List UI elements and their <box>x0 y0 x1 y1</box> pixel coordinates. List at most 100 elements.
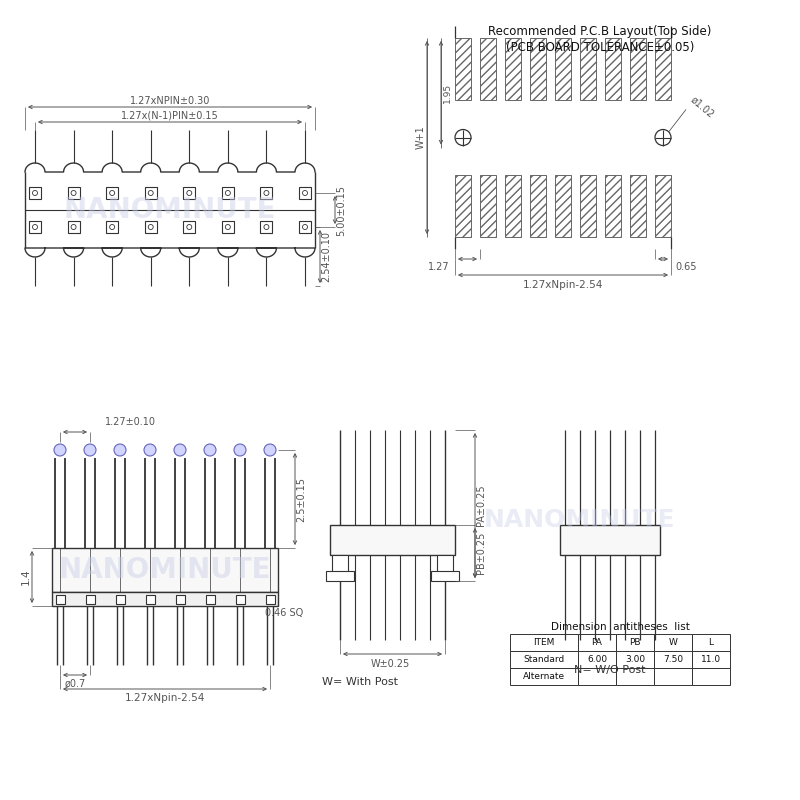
Bar <box>326 571 354 581</box>
Circle shape <box>71 190 76 195</box>
Text: L: L <box>709 638 714 647</box>
Text: Alternate: Alternate <box>523 672 565 681</box>
Text: PA±0.25: PA±0.25 <box>476 485 486 526</box>
Circle shape <box>148 190 154 195</box>
Bar <box>560 525 660 555</box>
Bar <box>299 221 311 233</box>
Circle shape <box>33 190 38 195</box>
Text: 1.27xNpin-2.54: 1.27xNpin-2.54 <box>125 693 205 703</box>
Bar <box>480 175 496 237</box>
Bar <box>455 175 471 237</box>
Bar <box>510 668 578 685</box>
Bar <box>578 634 616 651</box>
Bar <box>86 594 94 603</box>
Bar <box>505 38 521 100</box>
Bar <box>266 594 274 603</box>
Bar <box>580 38 596 100</box>
Bar <box>299 187 311 199</box>
Circle shape <box>226 190 230 195</box>
Circle shape <box>71 225 76 230</box>
Circle shape <box>114 444 126 456</box>
Bar <box>222 221 234 233</box>
Circle shape <box>144 444 156 456</box>
Bar <box>106 221 118 233</box>
Text: Dimension  antitheses  list: Dimension antitheses list <box>550 622 690 632</box>
Text: Standard: Standard <box>523 655 565 664</box>
Text: (PCB BOARD TOLERANCE±0.05): (PCB BOARD TOLERANCE±0.05) <box>506 42 694 54</box>
Text: NANOMINUTE: NANOMINUTE <box>484 508 676 532</box>
Bar <box>630 38 646 100</box>
Bar <box>146 594 154 603</box>
Circle shape <box>148 225 154 230</box>
Circle shape <box>54 444 66 456</box>
Bar <box>616 634 654 651</box>
Bar <box>145 187 157 199</box>
Bar <box>654 634 692 651</box>
Bar <box>578 651 616 668</box>
Bar <box>692 634 730 651</box>
Bar <box>654 668 692 685</box>
Circle shape <box>226 225 230 230</box>
Bar <box>692 651 730 668</box>
Circle shape <box>302 225 307 230</box>
Bar <box>605 38 621 100</box>
Circle shape <box>186 190 192 195</box>
Text: PA: PA <box>591 638 602 647</box>
Text: W+1: W+1 <box>416 126 426 150</box>
Text: 2.54±0.10: 2.54±0.10 <box>321 231 331 282</box>
Text: 1.27: 1.27 <box>428 262 450 272</box>
Bar <box>616 651 654 668</box>
Text: 1.4: 1.4 <box>21 569 31 586</box>
Bar <box>330 525 455 555</box>
Circle shape <box>455 130 471 146</box>
Text: 0.65: 0.65 <box>675 262 697 272</box>
Circle shape <box>234 444 246 456</box>
Text: 1.27xNPIN±0.30: 1.27xNPIN±0.30 <box>130 96 210 106</box>
Text: W: W <box>669 638 678 647</box>
Bar <box>616 668 654 685</box>
Bar <box>67 221 79 233</box>
Circle shape <box>204 444 216 456</box>
Text: 1.95: 1.95 <box>442 82 451 103</box>
Bar <box>183 221 195 233</box>
Bar <box>261 221 273 233</box>
Text: 11.0: 11.0 <box>701 655 721 664</box>
Bar <box>555 175 571 237</box>
Text: 1.27xNpin-2.54: 1.27xNpin-2.54 <box>523 280 603 290</box>
Bar <box>455 38 471 100</box>
Bar <box>206 594 214 603</box>
Bar <box>222 187 234 199</box>
Circle shape <box>186 225 192 230</box>
Text: 1.27x(N-1)PIN±0.15: 1.27x(N-1)PIN±0.15 <box>121 111 219 121</box>
Bar <box>654 651 692 668</box>
Text: 7.50: 7.50 <box>663 655 683 664</box>
Text: NANOMINUTE: NANOMINUTE <box>64 196 276 224</box>
Bar <box>29 221 41 233</box>
Bar <box>431 571 459 581</box>
Bar <box>692 668 730 685</box>
Text: 2.5±0.15: 2.5±0.15 <box>296 477 306 522</box>
Bar <box>183 187 195 199</box>
Text: Recommended P.C.B Layout(Top Side): Recommended P.C.B Layout(Top Side) <box>488 26 712 38</box>
Text: N= W/O Post: N= W/O Post <box>574 665 646 675</box>
Bar <box>437 555 453 573</box>
Bar <box>115 594 125 603</box>
Circle shape <box>655 130 671 146</box>
Text: 0.46 SQ: 0.46 SQ <box>265 608 303 618</box>
Bar <box>580 175 596 237</box>
Bar <box>505 175 521 237</box>
Circle shape <box>264 225 269 230</box>
Bar <box>510 651 578 668</box>
Text: 3.00: 3.00 <box>625 655 645 664</box>
Circle shape <box>264 444 276 456</box>
Circle shape <box>110 225 114 230</box>
Circle shape <box>84 444 96 456</box>
Bar <box>261 187 273 199</box>
Text: 6.00: 6.00 <box>587 655 607 664</box>
Bar <box>106 187 118 199</box>
Bar <box>578 668 616 685</box>
Circle shape <box>33 225 38 230</box>
Bar <box>145 221 157 233</box>
Bar <box>235 594 245 603</box>
Bar <box>480 38 496 100</box>
